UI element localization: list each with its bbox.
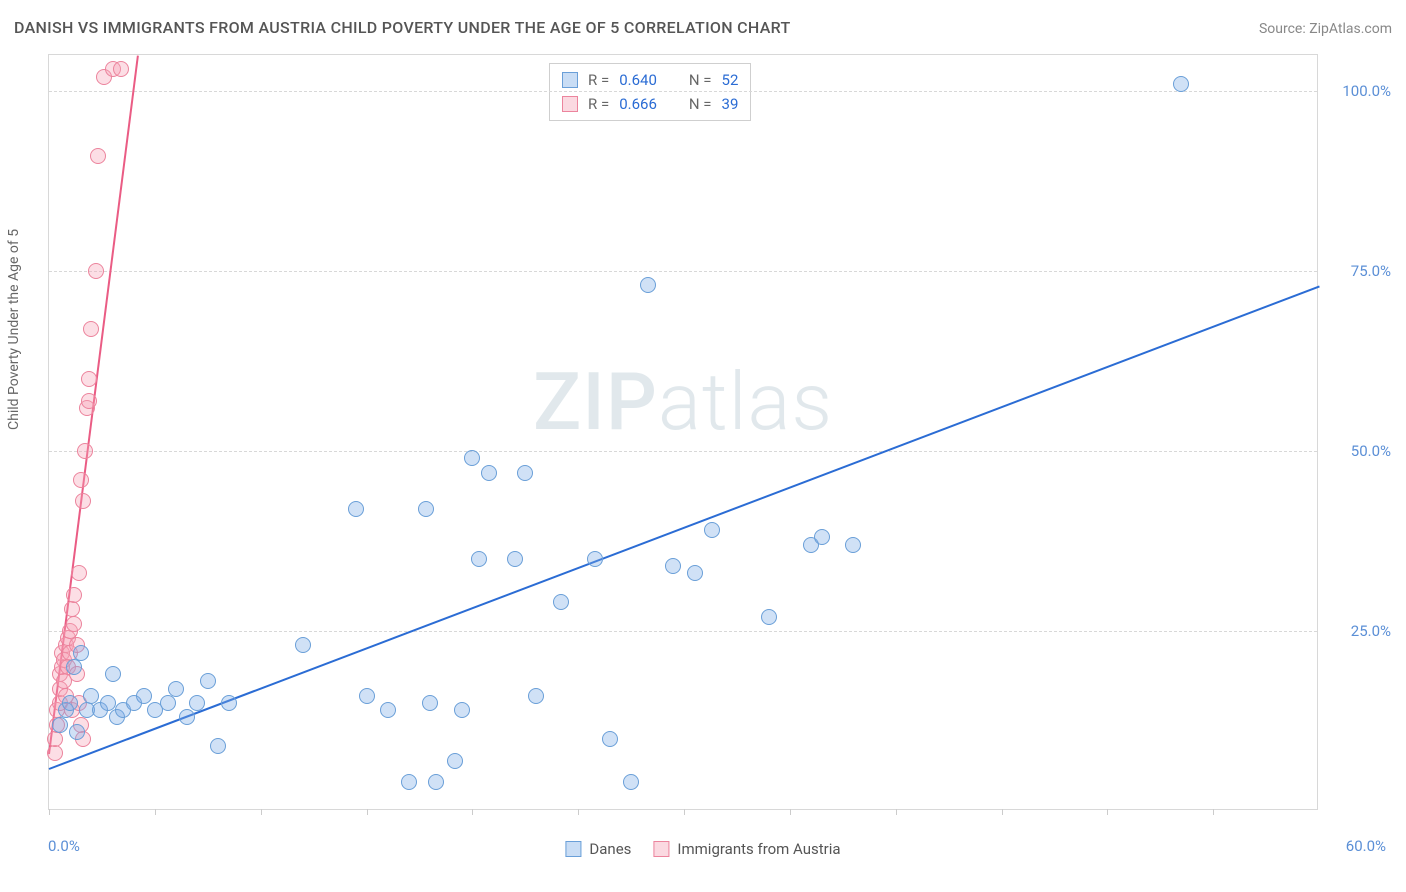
data-point-danes: [471, 551, 487, 567]
data-point-danes: [348, 501, 364, 517]
x-tick-mark: [896, 809, 897, 815]
data-point-austria: [77, 443, 93, 459]
data-point-danes: [507, 551, 523, 567]
data-point-danes: [73, 645, 89, 661]
data-point-austria: [88, 263, 104, 279]
data-point-danes: [553, 594, 569, 610]
gridline: [49, 91, 1317, 92]
x-tick-mark: [1002, 809, 1003, 815]
legend-item-danes: Danes: [565, 840, 631, 858]
data-point-danes: [62, 695, 78, 711]
data-point-danes: [189, 695, 205, 711]
data-point-austria: [47, 745, 63, 761]
data-point-danes: [200, 673, 216, 689]
x-tick-mark: [578, 809, 579, 815]
data-point-danes: [517, 465, 533, 481]
x-tick-mark: [367, 809, 368, 815]
y-tick-label: 50.0%: [1327, 442, 1391, 460]
data-point-danes: [1173, 76, 1189, 92]
data-point-danes: [623, 774, 639, 790]
y-tick-label: 100.0%: [1327, 82, 1391, 100]
stats-row-danes: R = 0.640 N = 52: [562, 68, 738, 92]
x-tick-mark: [49, 809, 50, 815]
data-point-danes: [359, 688, 375, 704]
x-axis-max-label: 60.0%: [1346, 837, 1386, 855]
swatch-blue: [562, 72, 578, 88]
data-point-danes: [69, 724, 85, 740]
data-point-austria: [113, 61, 129, 77]
data-point-danes: [66, 659, 82, 675]
swatch-blue: [565, 841, 581, 857]
gridline: [49, 631, 1317, 632]
x-axis-min-label: 0.0%: [48, 837, 80, 855]
x-tick-mark: [684, 809, 685, 815]
source-credit: Source: ZipAtlas.com: [1259, 21, 1392, 37]
gridline: [49, 271, 1317, 272]
y-axis-label: Child Poverty Under the Age of 5: [6, 229, 22, 430]
watermark: ZIPatlas: [533, 355, 833, 449]
data-point-danes: [640, 277, 656, 293]
data-point-austria: [83, 321, 99, 337]
x-tick-mark: [472, 809, 473, 815]
data-point-danes: [464, 450, 480, 466]
data-point-danes: [704, 522, 720, 538]
scatter-plot: ZIPatlas R = 0.640 N = 52 R = 0.666 N = …: [48, 54, 1318, 810]
data-point-austria: [71, 565, 87, 581]
x-tick-mark: [155, 809, 156, 815]
data-point-danes: [136, 688, 152, 704]
x-tick-mark: [1107, 809, 1108, 815]
data-point-danes: [845, 537, 861, 553]
legend-item-austria: Immigrants from Austria: [653, 840, 840, 858]
series-legend: Danes Immigrants from Austria: [565, 840, 840, 858]
correlation-stats-box: R = 0.640 N = 52 R = 0.666 N = 39: [549, 63, 751, 121]
data-point-austria: [90, 148, 106, 164]
data-point-danes: [179, 709, 195, 725]
swatch-pink: [562, 96, 578, 112]
data-point-austria: [73, 472, 89, 488]
page-title: DANISH VS IMMIGRANTS FROM AUSTRIA CHILD …: [14, 18, 791, 37]
x-tick-mark: [1213, 809, 1214, 815]
data-point-danes: [665, 558, 681, 574]
data-point-danes: [602, 731, 618, 747]
data-point-danes: [428, 774, 444, 790]
trendline-danes: [49, 285, 1320, 769]
data-point-danes: [83, 688, 99, 704]
data-point-danes: [160, 695, 176, 711]
data-point-danes: [422, 695, 438, 711]
data-point-danes: [100, 695, 116, 711]
gridline: [49, 451, 1317, 452]
data-point-danes: [454, 702, 470, 718]
data-point-danes: [168, 681, 184, 697]
data-point-austria: [66, 587, 82, 603]
data-point-austria: [81, 371, 97, 387]
data-point-danes: [210, 738, 226, 754]
data-point-danes: [221, 695, 237, 711]
data-point-danes: [761, 609, 777, 625]
data-point-danes: [481, 465, 497, 481]
data-point-austria: [75, 493, 91, 509]
data-point-austria: [81, 393, 97, 409]
data-point-danes: [52, 717, 68, 733]
data-point-danes: [295, 637, 311, 653]
stats-row-austria: R = 0.666 N = 39: [562, 92, 738, 116]
data-point-danes: [528, 688, 544, 704]
data-point-danes: [587, 551, 603, 567]
data-point-danes: [687, 565, 703, 581]
data-point-danes: [105, 666, 121, 682]
swatch-pink: [653, 841, 669, 857]
data-point-danes: [814, 529, 830, 545]
x-tick-mark: [790, 809, 791, 815]
data-point-danes: [418, 501, 434, 517]
data-point-danes: [401, 774, 417, 790]
data-point-danes: [380, 702, 396, 718]
data-point-austria: [47, 731, 63, 747]
data-point-austria: [66, 616, 82, 632]
y-tick-label: 75.0%: [1327, 262, 1391, 280]
x-tick-mark: [261, 809, 262, 815]
data-point-danes: [447, 753, 463, 769]
y-tick-label: 25.0%: [1327, 622, 1391, 640]
